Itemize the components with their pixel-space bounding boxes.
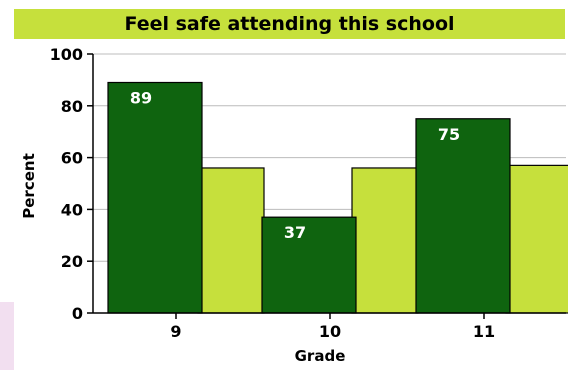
y-axis-title: Percent [20, 153, 38, 218]
y-tick-label: 80 [61, 97, 83, 116]
axes [87, 53, 566, 319]
x-tick-label: 9 [170, 322, 181, 341]
data-label-grade-9: 89 [130, 88, 152, 107]
bar-series1-grade-9 [107, 81, 203, 314]
y-tick-label: 100 [50, 45, 83, 64]
bar-series2-grade-10 [351, 167, 419, 314]
bars [107, 81, 568, 314]
labels: 0 20 40 60 80 100 89 9 37 10 75 11 [50, 45, 496, 341]
data-label-grade-11: 75 [438, 125, 460, 144]
y-tick-label: 20 [61, 252, 83, 271]
y-tick-label: 0 [72, 304, 83, 323]
x-tick-label: 10 [319, 322, 341, 341]
bar-series2-grade-11 [505, 164, 568, 314]
side-strip [0, 302, 14, 370]
bar-series1-grade-10 [261, 216, 357, 314]
y-tick-label: 60 [61, 149, 83, 168]
bar-series2-grade-9 [197, 167, 265, 314]
chart-title-bar: Feel safe attending this school [14, 9, 565, 39]
x-tick-label: 11 [473, 322, 495, 341]
chart-title: Feel safe attending this school [124, 13, 455, 35]
data-label-grade-10: 37 [284, 223, 306, 242]
y-tick-label: 40 [61, 200, 83, 219]
x-axis-title: Grade [295, 347, 346, 365]
bar-series1-grade-11 [415, 118, 511, 314]
